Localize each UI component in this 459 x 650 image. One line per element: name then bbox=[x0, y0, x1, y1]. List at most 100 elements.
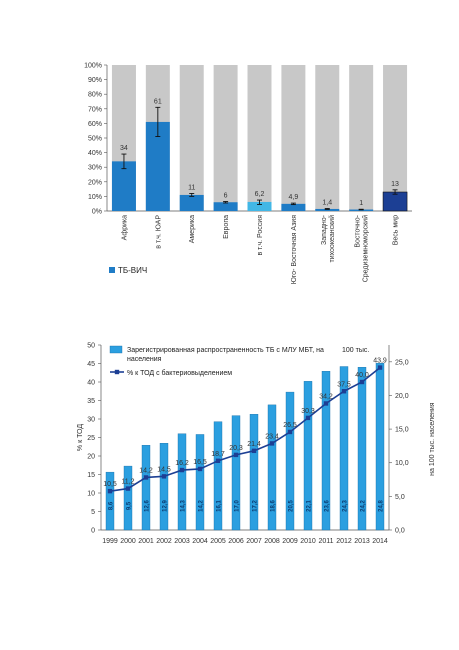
y-right-tick-label: 25,0 bbox=[395, 359, 409, 366]
bar-value-label-text: 12,6 bbox=[144, 500, 150, 512]
line-point bbox=[233, 452, 239, 458]
line-point bbox=[377, 365, 383, 370]
x-tick-label-line: в т.ч. ЮАР bbox=[155, 215, 162, 249]
x-tick-label: Весь мир bbox=[393, 215, 400, 245]
data-bar bbox=[303, 381, 313, 531]
bar-value-label: 8,6 bbox=[108, 501, 114, 510]
line-value-label: 43,9 bbox=[373, 358, 387, 365]
y-tick-label: 90% bbox=[88, 77, 102, 84]
bar-value-label: 14,3 bbox=[180, 500, 186, 512]
background-bar bbox=[213, 65, 238, 211]
line-point bbox=[287, 429, 293, 435]
line-point bbox=[341, 389, 347, 394]
x-tick-label-line: Африка bbox=[121, 215, 128, 241]
line-value-label: 10,5 bbox=[103, 481, 117, 488]
data-label: 1 bbox=[359, 200, 363, 207]
x-tick-label: 2000 bbox=[120, 538, 136, 545]
line-point bbox=[251, 448, 257, 454]
data-label: 13 bbox=[391, 181, 399, 188]
legend-swatch-marker bbox=[114, 369, 120, 375]
x-tick-label: 2006 bbox=[228, 538, 244, 545]
bar-value-label: 24,3 bbox=[342, 500, 348, 512]
x-tick-label-line: Америка bbox=[189, 215, 196, 243]
line-value-label: 18,7 bbox=[211, 451, 225, 458]
data-label: 1,4 bbox=[322, 200, 332, 207]
line-point bbox=[161, 474, 167, 479]
line-point bbox=[143, 475, 149, 480]
data-bar bbox=[281, 203, 306, 211]
y-left-tick-label: 50 bbox=[87, 343, 95, 350]
bar-value-label: 14,2 bbox=[198, 500, 204, 512]
line-value-label: 34,2 bbox=[319, 393, 333, 400]
bar-value-label: 17,2 bbox=[252, 500, 258, 512]
x-tick-label: в т.ч. Россия bbox=[257, 215, 264, 256]
data-bar bbox=[375, 362, 385, 531]
line-value-label: 23,4 bbox=[265, 433, 279, 440]
x-tick-label: 2012 bbox=[336, 538, 352, 545]
legend-label-line: % к ТОД с бактериовыделением bbox=[127, 369, 232, 377]
y-right-axis-title: на 100 тыс. населения bbox=[429, 402, 436, 476]
bar-value-label-text: 22,1 bbox=[306, 500, 312, 512]
bar-value-label-text: 9,5 bbox=[126, 501, 132, 510]
data-bar bbox=[247, 201, 272, 211]
data-bar bbox=[267, 404, 277, 531]
x-tick-label-line: тихоокеанский bbox=[328, 215, 336, 263]
legend-label-bar-line1: Зарегистрированная распространенность ТБ… bbox=[127, 347, 324, 354]
legend-label-bar-line2: населения bbox=[127, 356, 162, 363]
line-point bbox=[305, 415, 311, 421]
data-label: 61 bbox=[154, 98, 162, 105]
data-bar bbox=[357, 367, 367, 531]
data-bar bbox=[105, 471, 115, 531]
y-left-tick-label: 10 bbox=[87, 491, 95, 498]
x-tick-label: 2008 bbox=[264, 538, 280, 545]
bar-value-label-text: 16,1 bbox=[216, 500, 222, 512]
x-tick-label: 2001 bbox=[138, 538, 154, 545]
line-value-label: 30,3 bbox=[301, 408, 315, 415]
x-tick-label: 2010 bbox=[300, 538, 316, 545]
y-left-tick-label: 0 bbox=[91, 528, 95, 535]
data-bar bbox=[111, 161, 136, 211]
y-tick-label: 30% bbox=[88, 165, 102, 172]
bar-value-label-text: 14,2 bbox=[198, 500, 204, 512]
bar-value-label-text: 23,6 bbox=[324, 500, 330, 512]
y-right-tick-label: 5,0 bbox=[395, 494, 405, 501]
bar-value-label: 22,1 bbox=[306, 500, 312, 512]
bar-value-label-text: 8,6 bbox=[108, 501, 114, 510]
y-tick-label: 70% bbox=[88, 106, 102, 113]
data-bar bbox=[195, 434, 205, 531]
x-tick-label: 2002 bbox=[156, 538, 172, 545]
x-tick-label-line: Западно- bbox=[321, 214, 328, 245]
line-point bbox=[107, 488, 113, 494]
x-tick-label-line: Восточно- bbox=[355, 214, 362, 247]
line-point bbox=[269, 441, 275, 446]
bar-value-label: 12,9 bbox=[162, 500, 168, 512]
line-point bbox=[215, 458, 221, 464]
line-value-label: 40,0 bbox=[355, 372, 369, 379]
line-value-label: 14,2 bbox=[139, 467, 153, 474]
data-label: 34 bbox=[120, 145, 128, 152]
bar-value-label-text: 14,3 bbox=[180, 500, 186, 512]
line-value-label: 16,2 bbox=[175, 460, 189, 467]
line-point bbox=[197, 466, 203, 472]
line-value-label: 14,5 bbox=[157, 466, 171, 473]
x-tick-label: 2009 bbox=[282, 538, 298, 545]
bar-value-label-text: 17,2 bbox=[252, 500, 258, 512]
line-point bbox=[125, 486, 131, 491]
data-label: 6,2 bbox=[255, 191, 265, 198]
line-value-label: 20,3 bbox=[229, 445, 243, 452]
bar-value-label: 20,5 bbox=[288, 500, 294, 512]
data-bar bbox=[321, 371, 331, 531]
data-bar bbox=[213, 421, 223, 531]
line-point bbox=[359, 379, 365, 385]
bar-value-label: 23,6 bbox=[324, 500, 330, 512]
y-right-axis-title-text: на 100 тыс. населения bbox=[429, 402, 436, 476]
y-left-tick-label: 25 bbox=[87, 435, 95, 442]
x-tick-label-line: Европа bbox=[223, 215, 230, 239]
bar-value-label: 24,2 bbox=[360, 500, 366, 512]
line-value-label: 26,5 bbox=[283, 422, 297, 429]
legend-label: ТБ-ВИЧ bbox=[118, 266, 147, 275]
x-tick-label: Европа bbox=[223, 215, 230, 239]
x-tick-label-line: Средиземноморский bbox=[362, 215, 370, 282]
x-tick-label-line: в т.ч. Россия bbox=[257, 215, 264, 256]
legend-swatch-bar bbox=[109, 345, 123, 354]
